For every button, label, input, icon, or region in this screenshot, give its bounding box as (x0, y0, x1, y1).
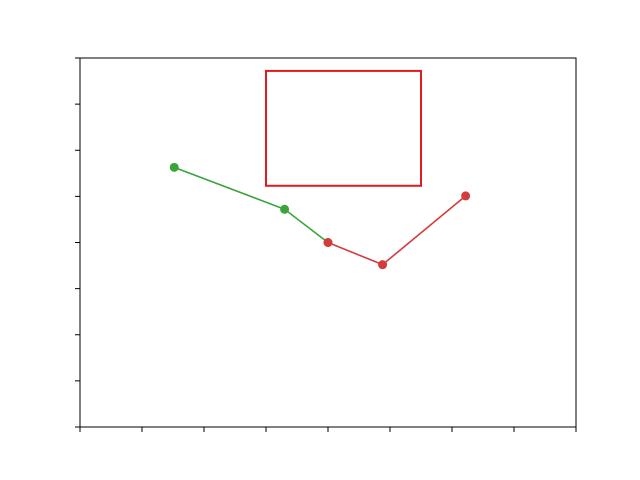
annotation-rectangle-0 (265, 69, 422, 187)
axis-ticks (75, 57, 577, 432)
series-group (169, 162, 471, 270)
series-1-point-0 (323, 238, 333, 247)
series-1-point-2 (461, 191, 471, 201)
series-0-point-1 (280, 204, 290, 214)
series-1-line (327, 195, 467, 266)
plot-area-frame (79, 57, 577, 428)
series-0-line (173, 166, 329, 244)
series-0-point-0 (169, 162, 179, 172)
series-0 (169, 162, 333, 247)
series-1 (323, 191, 471, 270)
annotations (265, 69, 422, 187)
series-1-point-1 (378, 260, 388, 270)
